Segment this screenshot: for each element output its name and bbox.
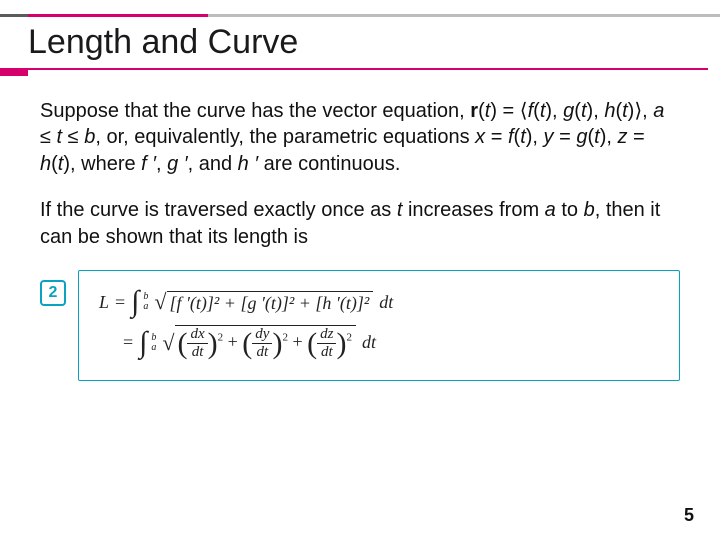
equation-number-badge: 2 (40, 280, 66, 306)
formula-block: 2 L = ∫ ba [f ′(t)]² + [g ′(t)]² + [h ′(… (40, 270, 680, 381)
top-rule (0, 14, 720, 17)
body-content: Suppose that the curve has the vector eq… (0, 76, 720, 250)
title-underline (0, 68, 720, 76)
slide-title: Length and Curve (0, 17, 720, 68)
formula-line-2: = ∫ ba (dxdt)2 + (dydt)2 + (dzdt)2 dt (123, 325, 659, 360)
paragraph-2: If the curve is traversed exactly once a… (40, 197, 680, 250)
formula-line-1: L = ∫ ba [f ′(t)]² + [g ′(t)]² + [h ′(t)… (99, 289, 659, 315)
formula-box: L = ∫ ba [f ′(t)]² + [g ′(t)]² + [h ′(t)… (78, 270, 680, 381)
paragraph-1: Suppose that the curve has the vector eq… (40, 98, 680, 177)
page-number: 5 (684, 505, 694, 526)
slide-header: Length and Curve (0, 0, 720, 76)
